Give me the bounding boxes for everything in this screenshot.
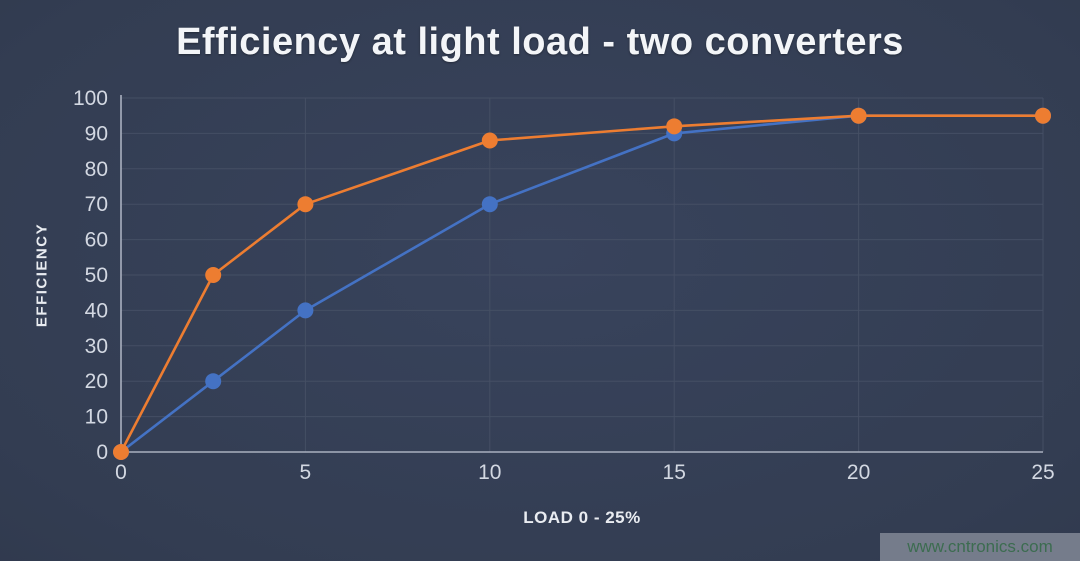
orange-converter-marker <box>850 107 867 124</box>
orange-converter-line <box>119 114 1043 453</box>
x-tick-label: 0 <box>115 461 127 484</box>
x-tick-label: 10 <box>478 461 501 484</box>
y-tick-label: 30 <box>85 335 108 358</box>
blue-converter-marker <box>297 302 314 319</box>
y-tick-label: 80 <box>85 158 108 181</box>
x-tick-label: 5 <box>300 461 312 484</box>
orange-converter-marker <box>297 196 314 213</box>
x-tick-label: 25 <box>1031 461 1054 484</box>
y-tick-label: 100 <box>73 87 108 110</box>
y-tick-label: 50 <box>85 264 108 287</box>
orange-converter-marker <box>113 444 129 460</box>
x-axis-title: LOAD 0 - 25% <box>523 508 641 527</box>
y-tick-label: 20 <box>85 370 108 393</box>
orange-converter-marker <box>666 118 683 135</box>
orange-converter-marker <box>481 132 498 149</box>
y-tick-label: 70 <box>85 193 108 216</box>
watermark: www.cntronics.com <box>880 533 1080 561</box>
chart-title: Efficiency at light load - two converter… <box>176 21 904 63</box>
y-tick-label: 0 <box>96 441 108 464</box>
y-tick-label: 10 <box>85 406 108 429</box>
y-tick-label: 90 <box>85 122 108 145</box>
orange-converter-marker <box>205 267 222 283</box>
x-tick-label: 15 <box>663 461 686 484</box>
y-tick-label: 60 <box>85 229 108 252</box>
blue-converter-marker <box>205 373 222 390</box>
blue-converter-marker <box>481 196 498 213</box>
blue-converter-line <box>120 114 1043 454</box>
orange-converter-marker <box>1035 107 1051 124</box>
y-tick-label: 40 <box>85 299 108 322</box>
y-axis-title: EFFICIENCY <box>33 222 51 328</box>
x-tick-label: 20 <box>847 461 870 484</box>
